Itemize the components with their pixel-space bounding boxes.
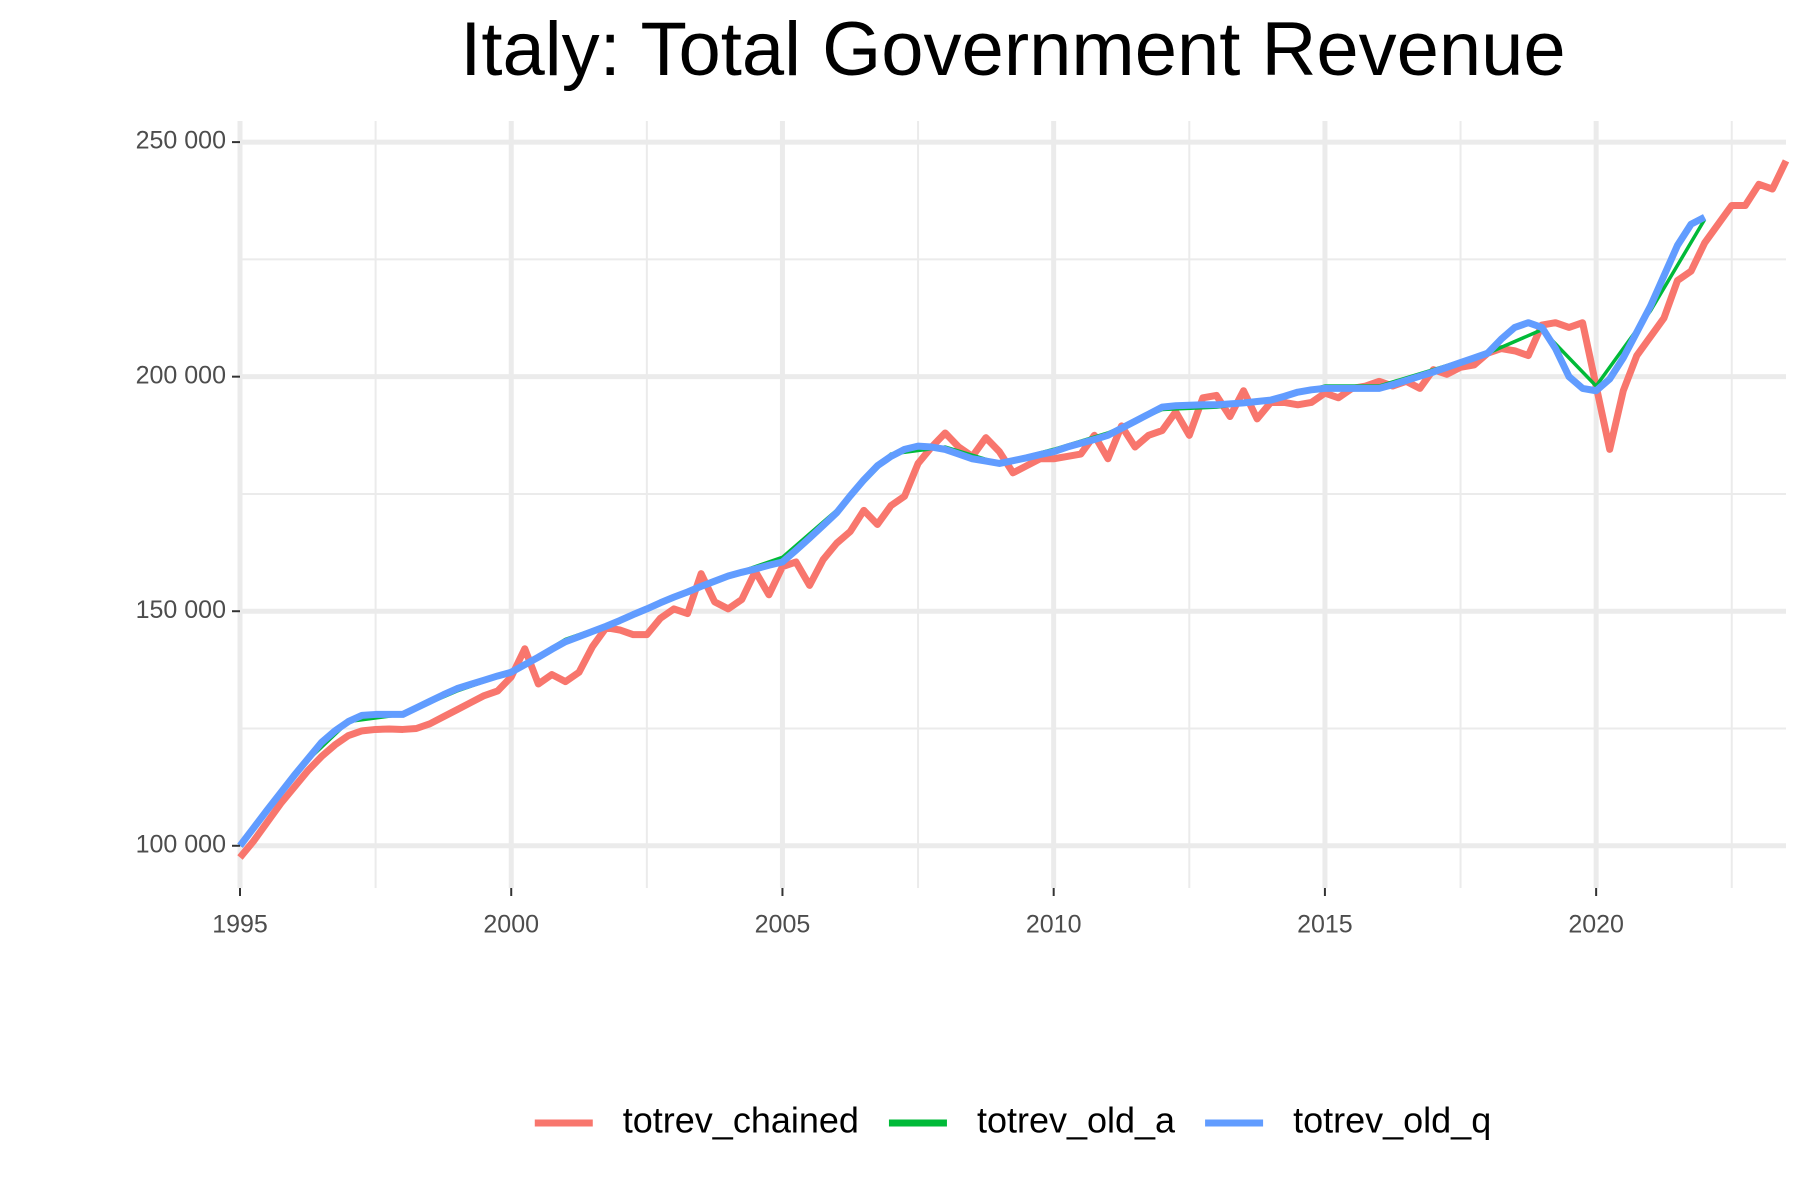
legend-label: totrev_old_q [1293,1100,1491,1141]
axes: 100 000 150 000 200 000 250 000 1995 2000 2005… [136,127,1624,939]
series-line [237,159,1790,860]
x-tick-label: 2000 [483,911,539,939]
legend-label: totrev_chained [623,1100,859,1141]
x-tick-label: 2005 [755,911,811,939]
series-line [238,218,1707,847]
lines [237,159,1790,860]
y-tick-label: 250 000 [136,127,226,155]
legend-label: totrev_old_a [977,1100,1176,1141]
x-tick-label: 2020 [1568,911,1624,939]
x-tick-label: 1995 [212,911,268,939]
series-line [237,214,1707,848]
x-tick-label: 2015 [1297,911,1353,939]
x-tick-label: 2010 [1026,911,1082,939]
y-tick-label: 100 000 [136,830,226,858]
legend: totrev_chained totrev_old_a totrev_old_q [534,1100,1491,1141]
chart-title: Italy: Total Government Revenue [460,7,1565,92]
y-tick-label: 150 000 [136,596,226,624]
grid [237,121,1786,888]
y-tick-label: 200 000 [136,361,226,389]
